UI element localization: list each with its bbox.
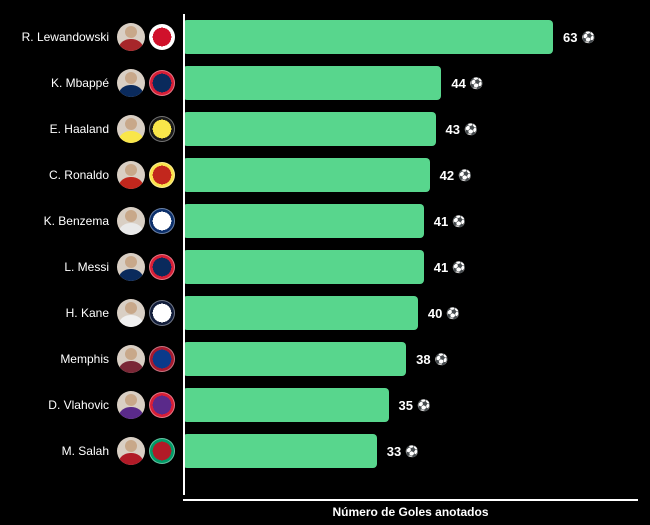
goals-bar xyxy=(183,342,406,376)
player-row: Memphis 38 ⚽ xyxy=(0,336,650,382)
player-avatar xyxy=(117,437,145,465)
soccer-ball-icon: ⚽ xyxy=(452,261,466,274)
club-badge-icon xyxy=(149,392,175,418)
goals-value: 42 ⚽ xyxy=(440,168,472,183)
x-axis: Número de Goles anotados xyxy=(183,499,638,519)
goals-bar xyxy=(183,250,424,284)
goals-bar-chart: R. Lewandowski 63 ⚽ K. Mbappé 44 ⚽ E. Haaland 4… xyxy=(0,0,650,525)
player-avatar xyxy=(117,299,145,327)
player-name: R. Lewandowski xyxy=(0,30,115,44)
goals-number: 40 xyxy=(428,306,442,321)
player-name: D. Vlahovic xyxy=(0,398,115,412)
club-badge-icon xyxy=(149,208,175,234)
bar-track: 41 ⚽ xyxy=(183,198,650,244)
player-avatar xyxy=(117,115,145,143)
goals-bar xyxy=(183,112,436,146)
goals-value: 44 ⚽ xyxy=(451,76,483,91)
goals-bar xyxy=(183,296,418,330)
player-avatar xyxy=(117,207,145,235)
club-badge-icon xyxy=(149,70,175,96)
player-name: E. Haaland xyxy=(0,122,115,136)
goals-value: 63 ⚽ xyxy=(563,30,595,45)
player-name: H. Kane xyxy=(0,306,115,320)
goals-number: 33 xyxy=(387,444,401,459)
player-row: E. Haaland 43 ⚽ xyxy=(0,106,650,152)
goals-bar xyxy=(183,434,377,468)
player-name: K. Mbappé xyxy=(0,76,115,90)
bar-track: 63 ⚽ xyxy=(183,14,650,60)
bar-track: 41 ⚽ xyxy=(183,244,650,290)
player-row: L. Messi 41 ⚽ xyxy=(0,244,650,290)
soccer-ball-icon: ⚽ xyxy=(458,169,472,182)
goals-value: 33 ⚽ xyxy=(387,444,419,459)
goals-value: 43 ⚽ xyxy=(446,122,478,137)
x-axis-line xyxy=(183,499,638,501)
player-row: D. Vlahovic 35 ⚽ xyxy=(0,382,650,428)
goals-value: 41 ⚽ xyxy=(434,260,466,275)
player-name: C. Ronaldo xyxy=(0,168,115,182)
goals-value: 38 ⚽ xyxy=(416,352,448,367)
soccer-ball-icon: ⚽ xyxy=(470,77,484,90)
player-row: H. Kane 40 ⚽ xyxy=(0,290,650,336)
goals-number: 35 xyxy=(399,398,413,413)
goals-bar xyxy=(183,158,430,192)
club-badge-icon xyxy=(149,346,175,372)
bar-track: 44 ⚽ xyxy=(183,60,650,106)
soccer-ball-icon: ⚽ xyxy=(464,123,478,136)
player-avatar xyxy=(117,23,145,51)
goals-number: 41 xyxy=(434,260,448,275)
goals-number: 41 xyxy=(434,214,448,229)
soccer-ball-icon: ⚽ xyxy=(581,31,595,44)
goals-value: 35 ⚽ xyxy=(399,398,431,413)
player-row: K. Benzema 41 ⚽ xyxy=(0,198,650,244)
soccer-ball-icon: ⚽ xyxy=(452,215,466,228)
x-axis-label: Número de Goles anotados xyxy=(183,505,638,519)
club-badge-icon xyxy=(149,116,175,142)
goals-bar xyxy=(183,388,389,422)
goals-number: 44 xyxy=(451,76,465,91)
club-badge-icon xyxy=(149,24,175,50)
player-avatar xyxy=(117,391,145,419)
club-badge-icon xyxy=(149,254,175,280)
player-row: R. Lewandowski 63 ⚽ xyxy=(0,14,650,60)
soccer-ball-icon: ⚽ xyxy=(417,399,431,412)
player-name: K. Benzema xyxy=(0,214,115,228)
bar-track: 40 ⚽ xyxy=(183,290,650,336)
goals-value: 41 ⚽ xyxy=(434,214,466,229)
soccer-ball-icon: ⚽ xyxy=(435,353,449,366)
goals-number: 38 xyxy=(416,352,430,367)
club-badge-icon xyxy=(149,438,175,464)
soccer-ball-icon: ⚽ xyxy=(446,307,460,320)
player-row: K. Mbappé 44 ⚽ xyxy=(0,60,650,106)
goals-number: 42 xyxy=(440,168,454,183)
bar-track: 33 ⚽ xyxy=(183,428,650,474)
y-axis-line xyxy=(183,14,185,495)
player-row: C. Ronaldo 42 ⚽ xyxy=(0,152,650,198)
goals-number: 63 xyxy=(563,30,577,45)
bar-track: 35 ⚽ xyxy=(183,382,650,428)
player-name: M. Salah xyxy=(0,444,115,458)
player-avatar xyxy=(117,345,145,373)
club-badge-icon xyxy=(149,162,175,188)
player-avatar xyxy=(117,253,145,281)
player-avatar xyxy=(117,69,145,97)
player-avatar xyxy=(117,161,145,189)
player-name: L. Messi xyxy=(0,260,115,274)
goals-value: 40 ⚽ xyxy=(428,306,460,321)
goals-bar xyxy=(183,66,441,100)
soccer-ball-icon: ⚽ xyxy=(405,445,419,458)
goals-bar xyxy=(183,20,553,54)
player-row: M. Salah 33 ⚽ xyxy=(0,428,650,474)
player-name: Memphis xyxy=(0,352,115,366)
bar-track: 38 ⚽ xyxy=(183,336,650,382)
bar-track: 42 ⚽ xyxy=(183,152,650,198)
chart-rows: R. Lewandowski 63 ⚽ K. Mbappé 44 ⚽ E. Haaland 4… xyxy=(0,14,650,474)
goals-number: 43 xyxy=(446,122,460,137)
club-badge-icon xyxy=(149,300,175,326)
bar-track: 43 ⚽ xyxy=(183,106,650,152)
goals-bar xyxy=(183,204,424,238)
